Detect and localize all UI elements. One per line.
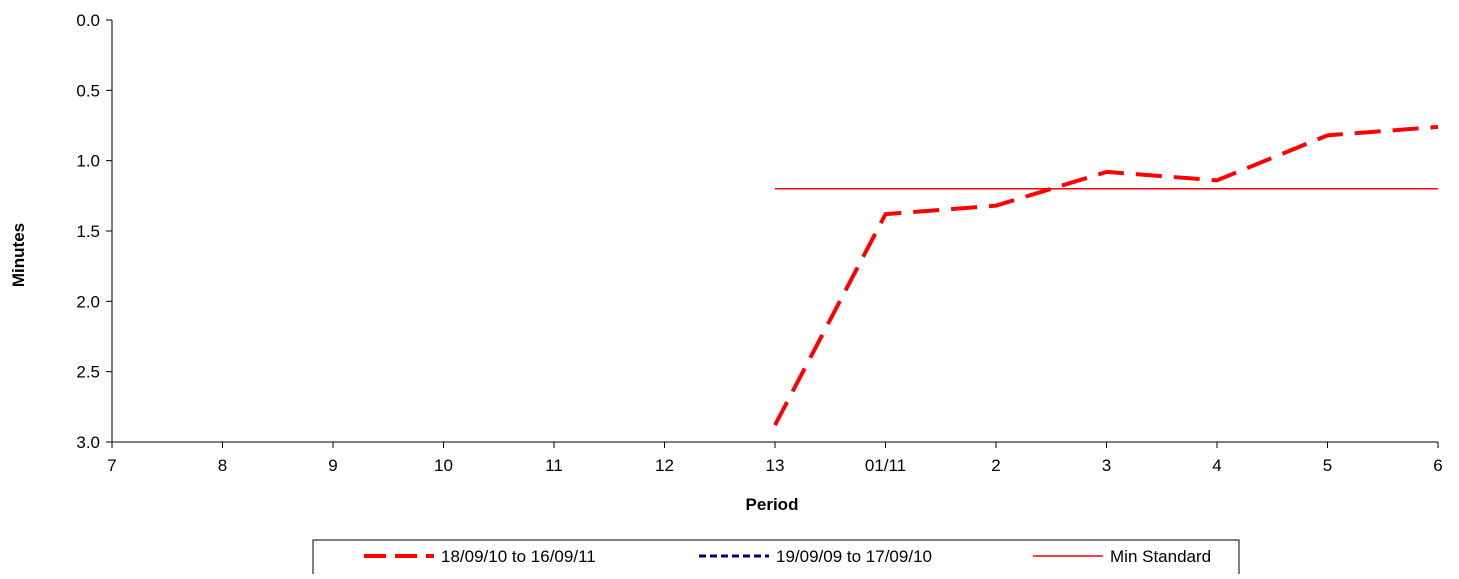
- y-tick-label: 0.5: [76, 81, 100, 100]
- legend-box: [312, 539, 1240, 579]
- x-tick-label: 8: [218, 456, 227, 475]
- y-axis-title: Minutes: [9, 223, 28, 287]
- y-tick-label: 0.0: [76, 11, 100, 30]
- x-tick-label: 9: [328, 456, 337, 475]
- y-tick-label: 2.5: [76, 363, 100, 382]
- y-tick-label: 1.5: [76, 222, 100, 241]
- x-tick-label: 5: [1323, 456, 1332, 475]
- x-tick-label: 13: [766, 456, 785, 475]
- y-tick-label: 3.0: [76, 433, 100, 452]
- x-axis-title: Period: [746, 495, 799, 514]
- x-tick-label: 7: [107, 456, 116, 475]
- x-tick-label: 2: [991, 456, 1000, 475]
- x-tick-label: 11: [545, 456, 563, 475]
- x-tick-label: 12: [655, 456, 674, 475]
- x-tick-label: 6: [1433, 456, 1442, 475]
- y-tick-label: 1.0: [76, 152, 100, 171]
- axes: 0.0 0.5 1.0 1.5 2.0 2.5 3.0 7 8 9 10 11 12 13 01/11 2 3 4…: [76, 11, 1442, 475]
- y-tick-label: 2.0: [76, 292, 100, 311]
- x-tick-label: 4: [1212, 456, 1221, 475]
- legend-label-1: 18/09/10 to 16/09/11: [441, 547, 596, 566]
- legend-label-3: Min Standard: [1110, 547, 1211, 566]
- series-layer: [773, 124, 1439, 427]
- x-tick-label: 01/11: [865, 456, 906, 475]
- legend-label-2: 19/09/09 to 17/09/10: [776, 547, 932, 566]
- legend: 18/09/10 to 16/09/11 19/09/09 to 17/09/10…: [312, 539, 1240, 579]
- x-tick-label: 3: [1102, 456, 1111, 475]
- x-tick-label: 10: [434, 456, 453, 475]
- series-line-1: [773, 124, 1439, 427]
